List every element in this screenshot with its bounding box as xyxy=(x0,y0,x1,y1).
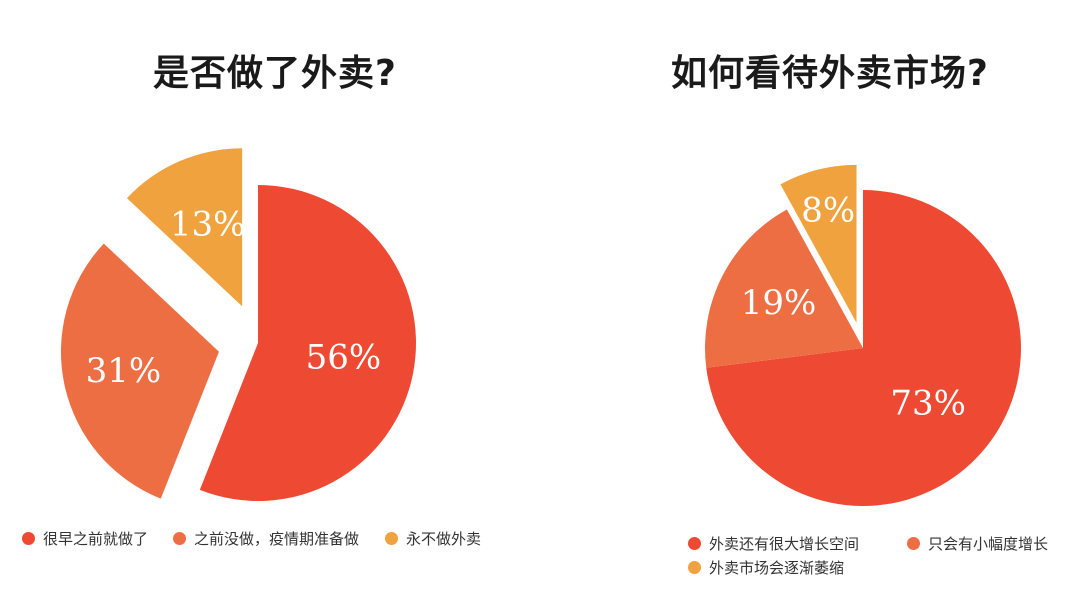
slice-value-label: 13% xyxy=(170,205,246,245)
legend-item: 外卖市场会逐渐萎缩 xyxy=(688,557,844,578)
legend-dot-icon xyxy=(688,561,701,574)
pie-slice xyxy=(60,243,219,499)
legend-item: 只会有小幅度增长 xyxy=(907,533,1048,554)
legend-label: 外卖还有很大增长空间 xyxy=(709,535,860,553)
chart-title-right: 如何看待外卖市场? xyxy=(671,53,989,94)
pie-slice xyxy=(199,185,416,501)
slice-value-label: 56% xyxy=(306,337,382,377)
pie-slice xyxy=(780,164,857,323)
pie-slice xyxy=(705,209,863,368)
pie-slice xyxy=(126,148,243,307)
slice-value-label: 8% xyxy=(801,191,855,231)
legend-dot-icon xyxy=(22,532,35,545)
slice-value-label: 31% xyxy=(86,351,162,391)
legend-dot-icon xyxy=(385,532,398,545)
pie-chart-right: 73% 19% 8% xyxy=(705,164,1021,506)
legend-label: 之前没做，疫情期准备做 xyxy=(194,530,360,548)
legend-label: 只会有小幅度增长 xyxy=(928,535,1049,553)
legend-item: 外卖还有很大增长空间 xyxy=(688,533,859,554)
slice-value-label: 73% xyxy=(890,383,966,423)
pie-slice xyxy=(706,190,1021,506)
legend-label: 外卖市场会逐渐萎缩 xyxy=(709,559,845,577)
legend-label: 永不做外卖 xyxy=(406,530,482,548)
slice-value-label: 19% xyxy=(741,283,817,323)
legend-item: 永不做外卖 xyxy=(385,528,481,549)
legend-label: 很早之前就做了 xyxy=(43,530,149,548)
legend-item: 之前没做，疫情期准备做 xyxy=(173,528,359,549)
legend-dot-icon xyxy=(907,537,920,550)
legend-dot-icon xyxy=(173,532,186,545)
chart-title-left: 是否做了外卖? xyxy=(153,53,397,94)
legend-dot-icon xyxy=(688,537,701,550)
legend-item: 很早之前就做了 xyxy=(22,528,148,549)
pie-chart-left: 56% 31% 13% xyxy=(60,148,416,501)
